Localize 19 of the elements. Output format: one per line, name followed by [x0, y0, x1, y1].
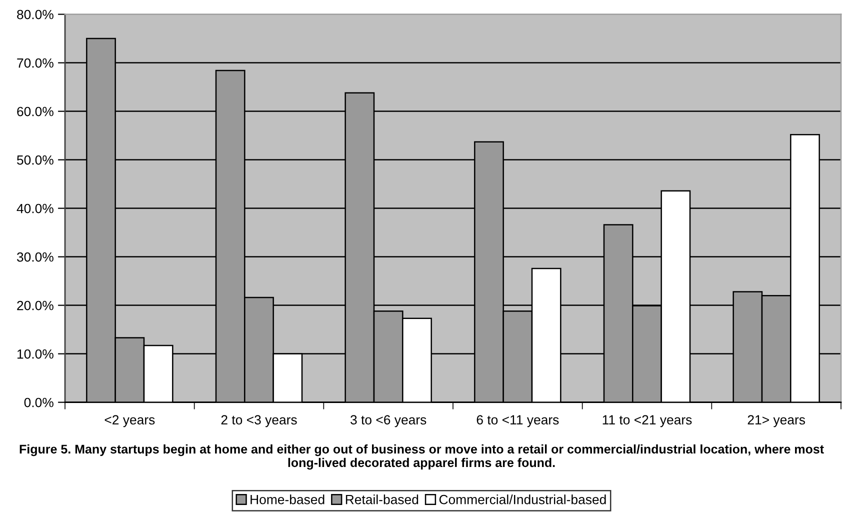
y-tick-label: 80.0%	[17, 10, 54, 20]
y-tick-label: 70.0%	[17, 58, 54, 68]
y-tick-label: 10.0%	[17, 349, 54, 359]
legend-label: Home-based	[250, 494, 324, 504]
x-tick-label: 6 to <11 years	[476, 415, 559, 428]
x-tick-label: <2 years	[104, 415, 155, 428]
y-tick-label: 40.0%	[16, 204, 54, 214]
y-tick-label: 20.0%	[17, 300, 54, 310]
x-tick-label: 21> years	[748, 415, 806, 428]
y-tick-label: 60.0%	[17, 106, 54, 116]
x-tick-label: 3 to <6 years	[350, 415, 426, 428]
legend-label: Commercial/Industrial-based	[439, 494, 606, 504]
y-tick-label: 30.0%	[16, 252, 54, 262]
x-tick-label: 2 to <3 years	[221, 415, 297, 428]
y-tick-label: 50.0%	[17, 155, 54, 165]
x-tick-label: 11 to <21 years	[602, 415, 692, 428]
legend-label: Retail-based	[346, 494, 418, 504]
caption: Figure 5. Many startups begin at home and either go out of business or move into a retail or commercial/industrial location, where most long-lived decorated apparel firms are found.	[20, 444, 824, 470]
y-tick-label: 0.0%	[24, 398, 54, 408]
